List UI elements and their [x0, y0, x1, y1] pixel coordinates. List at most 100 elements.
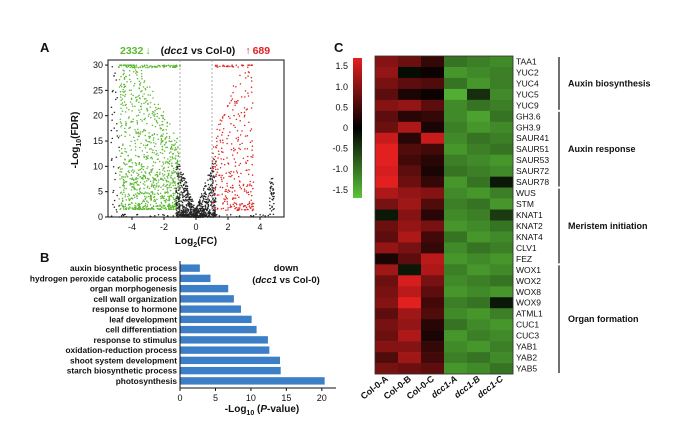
- heatmap-cell: [490, 308, 514, 320]
- volcano-point: [247, 64, 250, 66]
- volcano-point: [191, 200, 194, 202]
- volcano-point: [234, 100, 236, 103]
- volcano-point: [252, 214, 255, 217]
- volcano-point: [227, 105, 229, 107]
- volcano-point: [146, 167, 148, 170]
- volcano-point: [229, 204, 232, 206]
- volcano-point: [169, 189, 172, 192]
- bar: [180, 336, 268, 344]
- volcano-point: [222, 207, 225, 210]
- volcano-point: [174, 206, 176, 208]
- volcano-point: [142, 168, 145, 171]
- volcano-point: [150, 185, 153, 188]
- volcano-point: [166, 177, 169, 179]
- volcano-point: [148, 187, 151, 190]
- volcano-point: [156, 115, 158, 118]
- volcano-point: [139, 82, 142, 84]
- volcano-point: [203, 214, 205, 217]
- volcano-point: [124, 150, 126, 153]
- volcano-point: [131, 166, 133, 168]
- volcano-point: [174, 148, 176, 151]
- volcano-point: [165, 191, 168, 194]
- volcano-point: [150, 195, 153, 198]
- heatmap-cell: [467, 308, 491, 320]
- volcano-point: [122, 94, 124, 96]
- heatmap-cell: [444, 132, 468, 145]
- heatmap-border: [374, 55, 514, 375]
- volcano-point: [231, 65, 233, 67]
- volcano-point: [217, 157, 219, 159]
- volcano-point: [129, 184, 131, 186]
- heatmap-row-label: SAUR41: [516, 133, 549, 143]
- volcano-point: [216, 64, 218, 66]
- volcano-point: [155, 202, 157, 204]
- volcano-point: [123, 191, 125, 194]
- heatmap-cell: [444, 110, 468, 123]
- heatmap-cell: [467, 77, 491, 90]
- volcano-point: [171, 144, 173, 146]
- volcano-point: [134, 208, 137, 210]
- volcano-point: [136, 172, 138, 174]
- volcano-point: [119, 64, 121, 67]
- volcano-point: [169, 156, 171, 158]
- volcano-point: [180, 175, 182, 178]
- volcano-point: [155, 185, 158, 187]
- volcano-point: [153, 152, 156, 154]
- volcano-point: [147, 140, 149, 143]
- volcano-point: [133, 187, 135, 189]
- volcano-point: [235, 203, 238, 206]
- heatmap-cell: [467, 66, 491, 79]
- volcano-point: [136, 128, 139, 131]
- volcano-point: [166, 146, 169, 149]
- volcano-point: [123, 182, 125, 184]
- heatmap-cell: [444, 56, 468, 68]
- volcano-point: [123, 162, 126, 165]
- volcano-point: [250, 128, 253, 130]
- volcano-point: [119, 118, 121, 121]
- volcano-point: [204, 205, 207, 208]
- volcano-point: [168, 137, 171, 140]
- volcano-point: [135, 131, 137, 133]
- volcano-point: [179, 214, 181, 216]
- heatmap-cell: [421, 308, 445, 320]
- volcano-point: [247, 95, 250, 97]
- volcano-point: [159, 151, 162, 154]
- volcano-point: [161, 195, 164, 197]
- volcano-point: [130, 158, 132, 161]
- volcano-point: [225, 172, 227, 174]
- heatmap-row-labels: TAA1YUC2YUC4YUC5YUC9GH3.6GH3.9SAUR41SAUR…: [516, 56, 549, 373]
- volcano-point: [145, 180, 148, 182]
- heatmap-cell: [490, 99, 514, 112]
- heatmap-row-label: KNAT2: [516, 221, 543, 231]
- volcano-point: [177, 192, 179, 195]
- volcano-point: [202, 199, 204, 202]
- volcano-point: [181, 180, 184, 182]
- heatmap-cell: [490, 187, 514, 199]
- volcano-point: [143, 128, 145, 131]
- volcano-point: [122, 205, 125, 208]
- heatmap-cell: [444, 187, 468, 199]
- volcano-point: [142, 178, 144, 180]
- heatmap-cell: [375, 341, 399, 353]
- volcano-point: [220, 176, 222, 178]
- volcano-point: [259, 213, 261, 216]
- volcano-point: [183, 206, 186, 208]
- volcano-point: [212, 163, 215, 165]
- volcano-point: [143, 93, 145, 95]
- heatmap-cell: [444, 341, 468, 353]
- volcano-point: [146, 143, 149, 146]
- heatmap-cell: [467, 330, 491, 342]
- volcano-point: [216, 213, 218, 216]
- volcano-point: [182, 173, 185, 175]
- volcano-point: [251, 205, 253, 208]
- volcano-point: [217, 168, 219, 171]
- volcano-point: [161, 152, 164, 155]
- volcano-point: [270, 192, 273, 195]
- volcano-point: [119, 208, 121, 211]
- volcano-point: [233, 178, 236, 180]
- volcano-point: [221, 174, 223, 177]
- volcano-point: [232, 186, 234, 189]
- volcano-point: [188, 205, 191, 208]
- volcano-point: [142, 144, 145, 146]
